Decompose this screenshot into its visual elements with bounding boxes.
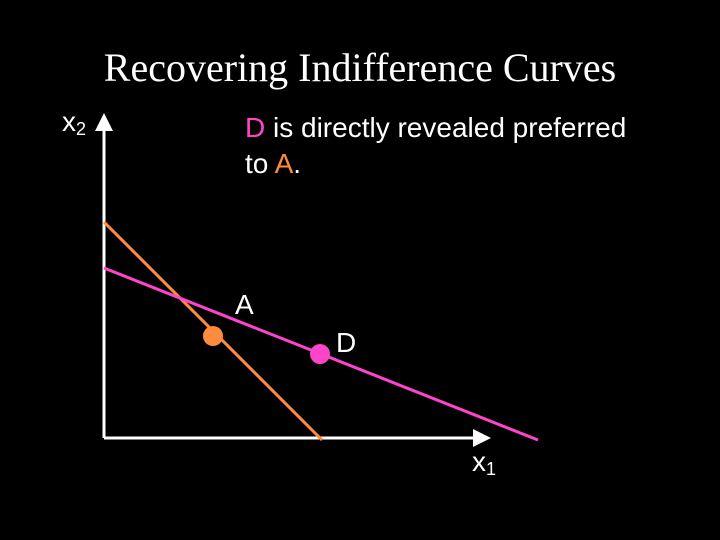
- x-axis-label-sub: 1: [486, 459, 497, 479]
- caption-text-2: to: [245, 148, 275, 179]
- caption-point-a: A: [274, 148, 294, 179]
- point-a: [203, 326, 223, 346]
- y-axis-label-main: x: [62, 106, 76, 137]
- slide-title: Recovering Indifference Curves: [103, 45, 617, 90]
- caption-line-1: D is directly revealed preferred: [245, 110, 626, 146]
- caption-text-3: .: [293, 148, 302, 179]
- caption-point-d: D: [245, 112, 266, 143]
- point-d: [310, 344, 330, 364]
- y-axis-label-sub: 2: [76, 119, 87, 139]
- y-axis-label: x2: [62, 106, 86, 140]
- caption-text-1: is directly revealed preferred: [265, 112, 627, 143]
- caption: D is directly revealed preferred to A.: [245, 110, 626, 182]
- x-axis-label: x1: [472, 446, 496, 480]
- x-axis-label-main: x: [472, 446, 486, 477]
- caption-line-2: to A.: [245, 146, 626, 182]
- point-d-label: D: [336, 327, 357, 358]
- point-a-label: A: [235, 289, 254, 320]
